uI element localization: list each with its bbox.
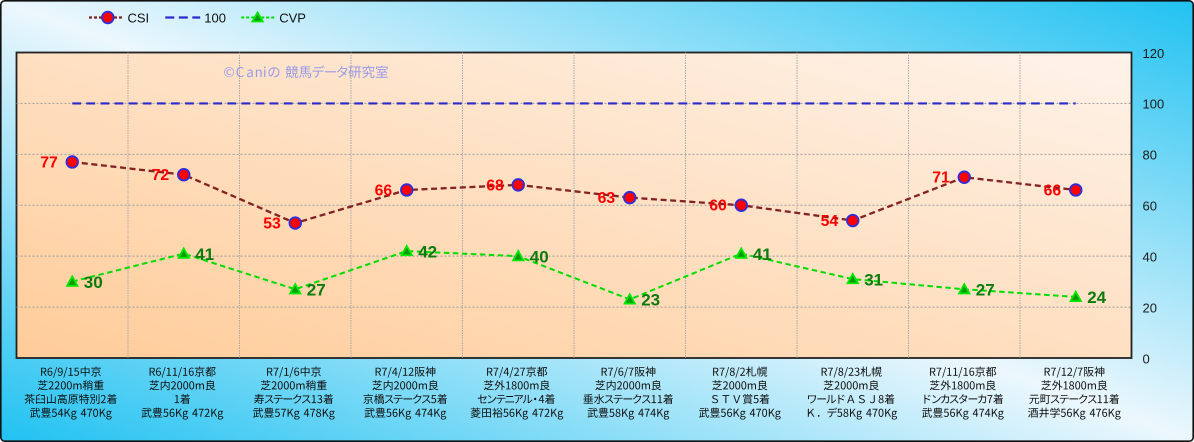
svg-text:30: 30	[84, 273, 103, 292]
svg-text:24: 24	[1087, 288, 1106, 307]
svg-text:72: 72	[152, 167, 170, 184]
svg-text:41: 41	[195, 245, 214, 264]
svg-text:63: 63	[598, 190, 616, 207]
svg-text:41: 41	[753, 245, 772, 264]
svg-text:40: 40	[530, 247, 549, 266]
svg-text:CVP: CVP	[279, 11, 306, 26]
svg-text:53: 53	[263, 216, 281, 233]
svg-text:120: 120	[1143, 46, 1165, 61]
svg-text:66: 66	[375, 182, 393, 199]
svg-text:66: 66	[1044, 182, 1062, 199]
svg-text:27: 27	[307, 281, 326, 300]
svg-text:100: 100	[1143, 97, 1165, 112]
svg-text:42: 42	[418, 242, 437, 261]
svg-text:71: 71	[932, 170, 950, 187]
svg-text:31: 31	[864, 270, 883, 289]
svg-text:27: 27	[976, 281, 995, 300]
svg-text:CSI: CSI	[128, 11, 150, 26]
svg-text:20: 20	[1143, 300, 1157, 315]
svg-text:60: 60	[709, 198, 727, 215]
svg-text:68: 68	[486, 177, 504, 194]
svg-text:80: 80	[1143, 148, 1157, 163]
svg-text:60: 60	[1143, 199, 1157, 214]
svg-text:23: 23	[641, 291, 660, 310]
svg-text:54: 54	[821, 213, 839, 230]
svg-text:40: 40	[1143, 250, 1157, 265]
svg-text:100: 100	[204, 11, 226, 26]
svg-text:77: 77	[40, 154, 58, 171]
svg-text:0: 0	[1143, 351, 1150, 366]
